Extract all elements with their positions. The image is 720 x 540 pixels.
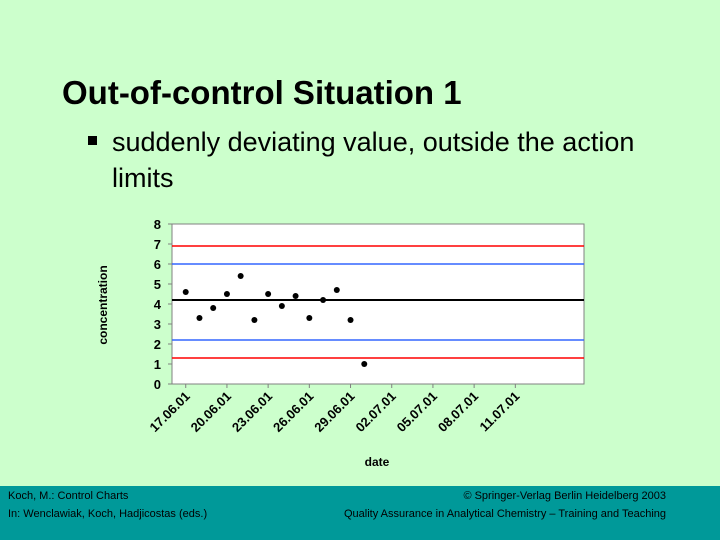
control-chart: 0 1 2 3 4 5 6 7 8 17.06.0120.06.0123.06.0126.06.… [96, 217, 585, 469]
data-points [182, 273, 368, 367]
slide-title: Out-of-control Situation 1 [62, 74, 462, 111]
plot-background [171, 223, 585, 385]
footer-bar: Koch, M.: Control Charts In: Wenclawiak,… [0, 486, 720, 540]
y-axis-label: concentration [96, 265, 110, 344]
data-point [306, 315, 313, 321]
y-tick-label: 6 [154, 257, 161, 272]
x-tick-label: 23.06.01 [229, 389, 275, 435]
y-tick-label: 7 [154, 237, 161, 252]
bullet-text: suddenly deviating value, outside the ac… [112, 127, 635, 193]
x-tick-label: 05.07.01 [394, 389, 440, 435]
x-tick-label: 02.07.01 [352, 389, 398, 435]
y-tick-label: 8 [154, 217, 161, 232]
data-point [237, 273, 244, 279]
y-tick-label: 2 [154, 337, 161, 352]
x-tick-label: 29.06.01 [311, 389, 357, 435]
y-tick-label: 0 [154, 377, 161, 392]
x-tick-label: 08.07.01 [435, 389, 481, 435]
bullet-square-icon [88, 136, 97, 145]
data-point [196, 315, 203, 321]
data-point [182, 289, 189, 295]
data-point [210, 305, 217, 311]
y-tick-label: 4 [154, 297, 162, 312]
y-tick-label: 1 [154, 357, 161, 372]
plot-area [171, 223, 585, 385]
data-point [223, 291, 230, 297]
data-point [265, 291, 272, 297]
x-tick-label: 26.06.01 [270, 389, 316, 435]
data-point [320, 297, 327, 303]
y-tick-label: 5 [154, 277, 161, 292]
data-point [251, 317, 258, 323]
footer-copyright: © Springer-Verlag Berlin Heidelberg 2003 [463, 490, 666, 502]
limit-lines [172, 245, 584, 359]
footer-citation: Koch, M.: Control Charts [8, 490, 129, 502]
x-axis: 17.06.0120.06.0123.06.0126.06.0129.06.01… [146, 384, 522, 435]
x-tick-label: 17.06.01 [146, 389, 192, 435]
data-point [361, 361, 368, 367]
footer-series: Quality Assurance in Analytical Chemistr… [343, 508, 666, 520]
x-tick-label: 20.06.01 [188, 389, 234, 435]
y-axis: 0 1 2 3 4 5 6 7 8 [154, 217, 172, 392]
x-tick-label: 11.07.01 [477, 389, 523, 435]
data-point [278, 303, 285, 309]
data-point [347, 317, 354, 323]
data-point [333, 287, 340, 293]
footer-editors: In: Wenclawiak, Koch, Hadjicostas (eds.) [8, 508, 208, 520]
data-point [292, 293, 299, 299]
bullet-point: suddenly deviating value, outside the ac… [88, 124, 678, 196]
x-axis-label: date [365, 455, 390, 469]
y-tick-label: 3 [154, 317, 161, 332]
